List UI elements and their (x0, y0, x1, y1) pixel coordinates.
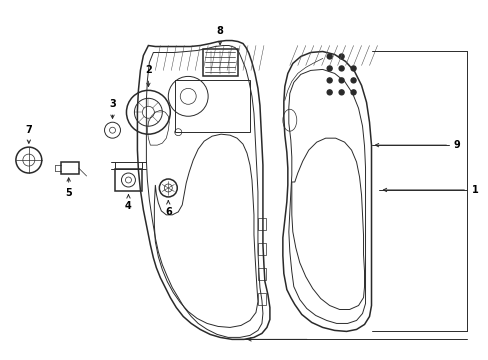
Bar (258, 243, 265, 255)
Circle shape (339, 78, 344, 83)
Text: 2: 2 (145, 66, 151, 76)
Bar (203, 49, 238, 76)
Text: 5: 5 (65, 188, 72, 198)
Circle shape (350, 90, 355, 95)
Circle shape (326, 78, 331, 83)
Bar (114, 169, 142, 191)
Circle shape (339, 54, 344, 59)
Bar (258, 218, 265, 230)
Text: 8: 8 (216, 26, 223, 36)
Text: 1: 1 (471, 185, 477, 195)
Circle shape (350, 78, 355, 83)
Bar (258, 293, 265, 305)
Circle shape (339, 66, 344, 71)
Circle shape (326, 54, 331, 59)
Text: 6: 6 (164, 207, 171, 217)
Bar (175, 80, 249, 132)
Text: 3: 3 (109, 99, 116, 109)
Circle shape (326, 90, 331, 95)
Text: 7: 7 (25, 125, 32, 135)
Circle shape (339, 90, 344, 95)
Text: 4: 4 (125, 201, 132, 211)
Bar (258, 268, 265, 280)
Bar (61, 162, 79, 174)
Text: 9: 9 (453, 140, 460, 150)
Circle shape (326, 66, 331, 71)
Circle shape (350, 66, 355, 71)
